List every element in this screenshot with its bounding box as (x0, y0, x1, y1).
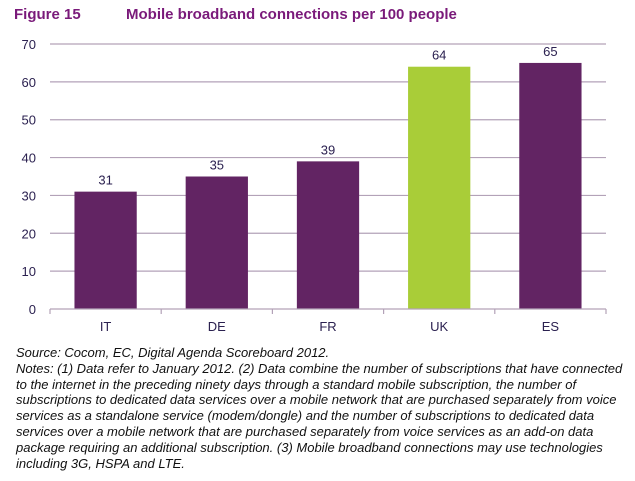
data-label: 64 (432, 48, 446, 63)
y-tick-label: 10 (22, 264, 36, 279)
data-label: 35 (210, 158, 224, 173)
bar-it (74, 191, 137, 309)
x-tick-label: UK (430, 319, 448, 334)
y-tick-label: 20 (22, 226, 36, 241)
data-label: 65 (543, 44, 557, 59)
notes-text: Notes: (1) Data refer to January 2012. (… (16, 360, 623, 471)
bar-fr (296, 161, 360, 309)
data-label: 31 (98, 173, 112, 188)
source-note: Source: Cocom, EC, Digital Agenda Scoreb… (16, 345, 330, 360)
y-tick-label: 70 (22, 37, 36, 52)
bar-uk (408, 66, 471, 309)
bar-es (519, 62, 582, 309)
data-label: 39 (321, 142, 335, 157)
x-axis (49, 308, 607, 314)
bar-chart: 0 10 20 30 40 50 60 70 31 35 39 64 65 IT DE FR UK ES (22, 37, 607, 334)
x-tick-label: IT (100, 319, 112, 334)
y-tick-label: 30 (22, 188, 36, 203)
chart-notes: Source: Cocom, EC, Digital Agenda Scoreb… (16, 345, 631, 471)
figure-title: Mobile broadband connections per 100 peo… (126, 6, 457, 23)
y-tick-label: 40 (22, 151, 36, 166)
y-axis-ticks: 0 10 20 30 40 50 60 70 (22, 37, 36, 317)
bar-de (185, 176, 248, 309)
x-axis-ticks: IT DE FR UK ES (100, 319, 560, 334)
x-tick-label: FR (319, 319, 336, 334)
x-tick-label: ES (542, 319, 560, 334)
figure-label: Figure 15 (14, 6, 81, 23)
data-labels: 31 35 39 64 65 (98, 44, 557, 188)
y-tick-label: 0 (29, 302, 36, 317)
x-tick-label: DE (208, 319, 226, 334)
y-tick-label: 60 (22, 75, 36, 90)
bars (74, 62, 582, 309)
y-tick-label: 50 (22, 113, 36, 128)
